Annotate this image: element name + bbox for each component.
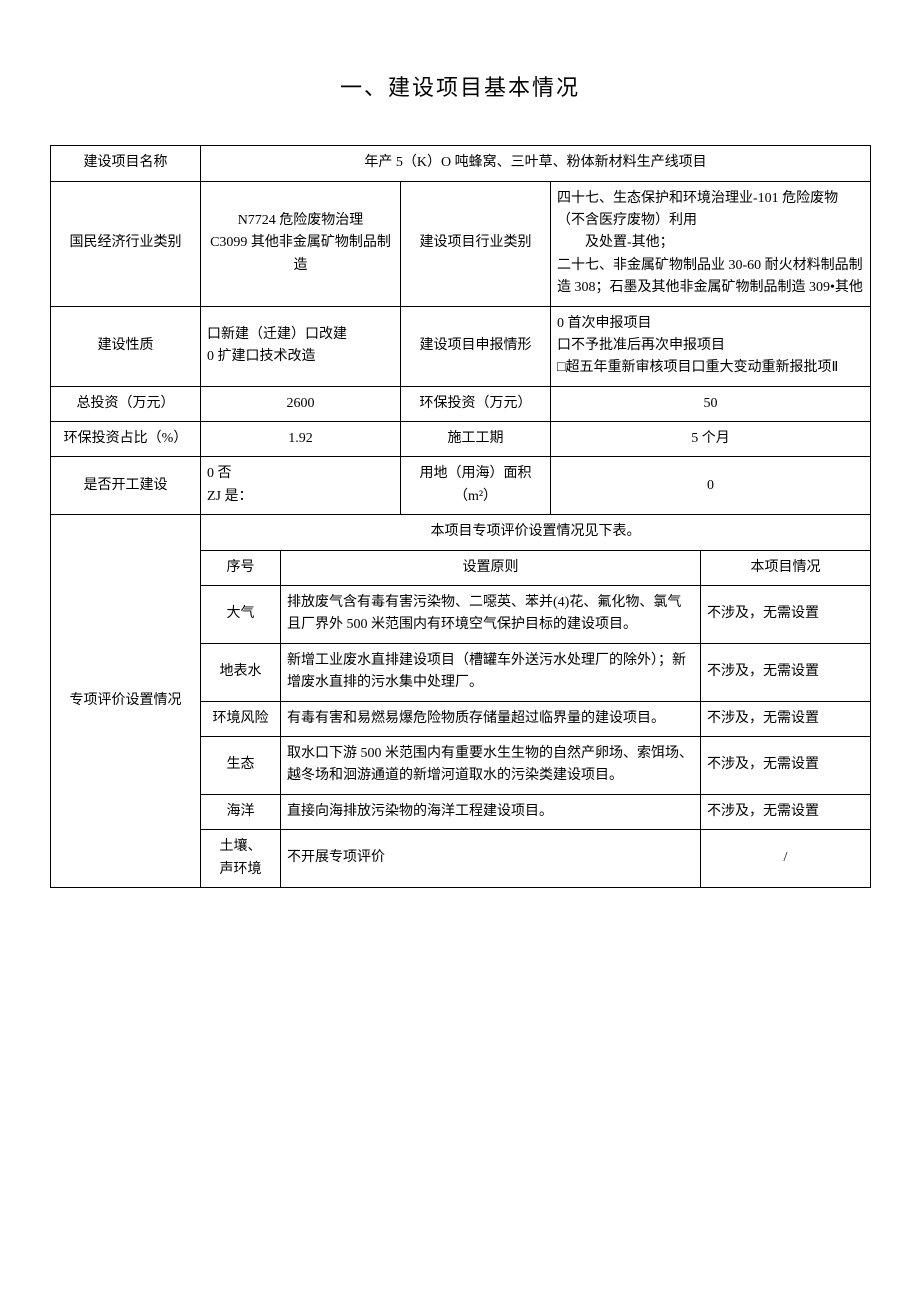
- inner-principle: 不开展专项评价: [281, 830, 701, 888]
- table-row: 建设项目名称 年产 5（K）O 吨蜂窝、三叶草、粉体新材料生产线项目: [51, 146, 871, 181]
- value-industry-category: 四十七、生态保护和环境治理业-101 危险废物（不含医疗废物）利用 及处置-其他…: [551, 181, 871, 306]
- inner-principle: 排放废气含有毒有害污染物、二噁英、苯并(4)花、氟化物、氯气且厂界外 500 米…: [281, 586, 701, 644]
- value-construction-nature: 口新建（迁建）口改建 0 扩建口技术改造: [201, 306, 401, 386]
- table-row: 环保投资占比（%） 1.92 施工工期 5 个月: [51, 422, 871, 457]
- inner-principle: 直接向海排放污染物的海洋工程建设项目。: [281, 794, 701, 829]
- value-started: 0 否 ZJ 是：: [201, 457, 401, 515]
- inner-status: 不涉及，无需设置: [701, 794, 871, 829]
- inner-col-principle: 设置原则: [281, 550, 701, 585]
- label-special-eval: 专项评价设置情况: [51, 515, 201, 888]
- inner-name: 大气: [201, 586, 281, 644]
- inner-name: 环境风险: [201, 701, 281, 736]
- inner-principle: 取水口下游 500 米范围内有重要水生生物的自然产卵场、索饵场、越冬场和洄游通道…: [281, 737, 701, 795]
- inner-name: 生态: [201, 737, 281, 795]
- table-row: 总投资（万元） 2600 环保投资（万元） 50: [51, 386, 871, 421]
- label-project-name: 建设项目名称: [51, 146, 201, 181]
- table-row: 建设性质 口新建（迁建）口改建 0 扩建口技术改造 建设项目申报情形 0 首次申…: [51, 306, 871, 386]
- table-row: 专项评价设置情况 本项目专项评价设置情况见下表。: [51, 515, 871, 550]
- value-env-investment: 50: [551, 386, 871, 421]
- value-econ-category: N7724 危险废物治理 C3099 其他非金属矿物制品制造: [201, 181, 401, 306]
- project-info-table: 建设项目名称 年产 5（K）O 吨蜂窝、三叶草、粉体新材料生产线项目 国民经济行…: [50, 145, 871, 888]
- label-industry-category: 建设项目行业类别: [401, 181, 551, 306]
- inner-status: 不涉及，无需设置: [701, 586, 871, 644]
- inner-col-status: 本项目情况: [701, 550, 871, 585]
- inner-col-seq: 序号: [201, 550, 281, 585]
- label-construction-period: 施工工期: [401, 422, 551, 457]
- label-land-area: 用地（用海）面积（m²）: [401, 457, 551, 515]
- label-env-ratio: 环保投资占比（%）: [51, 422, 201, 457]
- value-land-area: 0: [551, 457, 871, 515]
- inner-name: 海洋: [201, 794, 281, 829]
- page-title: 一、建设项目基本情况: [50, 70, 870, 105]
- inner-principle: 有毒有害和易燃易爆危险物质存储量超过临界量的建设项目。: [281, 701, 701, 736]
- inner-status: 不涉及，无需设置: [701, 701, 871, 736]
- label-env-investment: 环保投资（万元）: [401, 386, 551, 421]
- inner-name: 土壤、 声环境: [201, 830, 281, 888]
- inner-name: 地表水: [201, 643, 281, 701]
- inner-principle: 新增工业废水直排建设项目（槽罐车外送污水处理厂的除外）；新增废水直排的污水集中处…: [281, 643, 701, 701]
- label-construction-nature: 建设性质: [51, 306, 201, 386]
- label-declaration-type: 建设项目申报情形: [401, 306, 551, 386]
- inner-status: /: [701, 830, 871, 888]
- value-declaration-type: 0 首次申报项目 口不予批准后再次申报项目 □超五年重新审核项目口重大变动重新报…: [551, 306, 871, 386]
- table-row: 是否开工建设 0 否 ZJ 是： 用地（用海）面积（m²） 0: [51, 457, 871, 515]
- table-row: 国民经济行业类别 N7724 危险废物治理 C3099 其他非金属矿物制品制造 …: [51, 181, 871, 306]
- inner-status: 不涉及，无需设置: [701, 737, 871, 795]
- inner-status: 不涉及，无需设置: [701, 643, 871, 701]
- label-started: 是否开工建设: [51, 457, 201, 515]
- value-env-ratio: 1.92: [201, 422, 401, 457]
- value-construction-period: 5 个月: [551, 422, 871, 457]
- value-project-name: 年产 5（K）O 吨蜂窝、三叶草、粉体新材料生产线项目: [201, 146, 871, 181]
- label-total-investment: 总投资（万元）: [51, 386, 201, 421]
- label-econ-category: 国民经济行业类别: [51, 181, 201, 306]
- value-total-investment: 2600: [201, 386, 401, 421]
- special-eval-note: 本项目专项评价设置情况见下表。: [201, 515, 871, 550]
